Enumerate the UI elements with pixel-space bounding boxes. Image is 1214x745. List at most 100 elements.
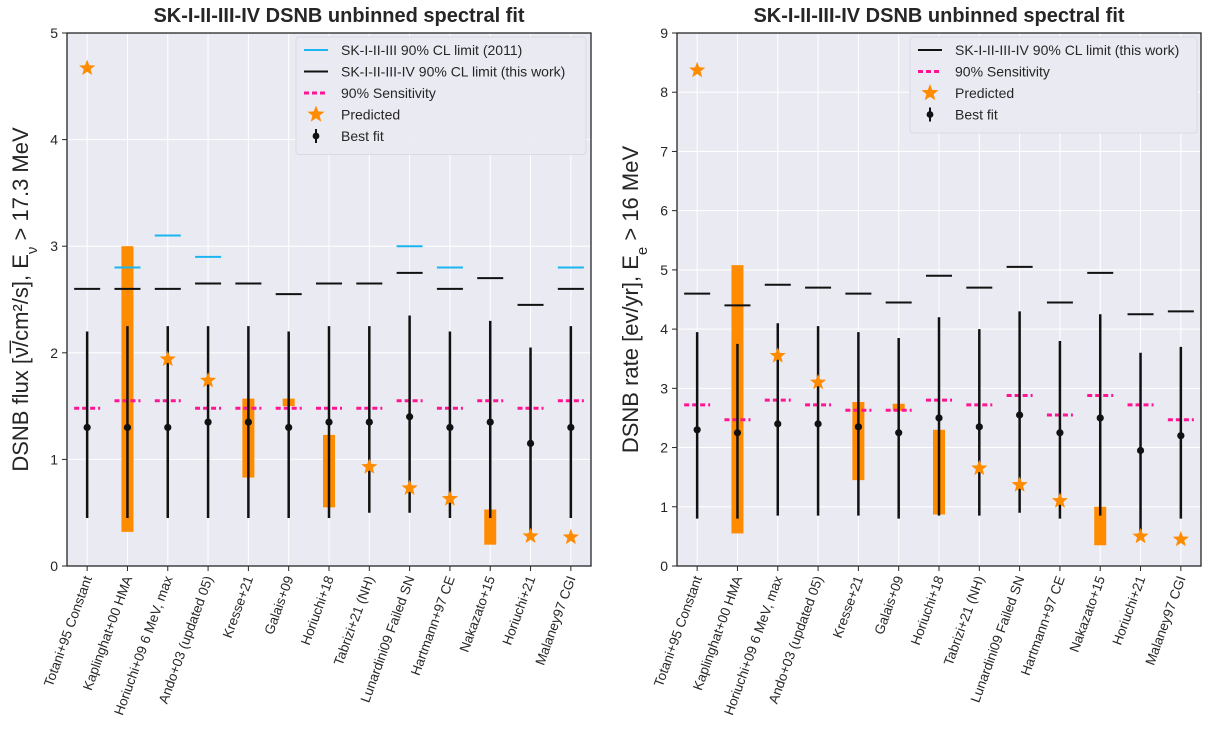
y-tick-label: 0 bbox=[50, 558, 58, 574]
best-fit-point bbox=[774, 420, 782, 428]
best-fit-point bbox=[164, 423, 172, 432]
y-axis-label: DSNB flux [ν̅/cm²/s], Eν > 17.3 MeV bbox=[8, 127, 41, 472]
predicted-star bbox=[361, 458, 378, 474]
x-tick-label: Horiuchi+18 bbox=[908, 574, 947, 647]
y-axis-label-subscript: e bbox=[634, 247, 651, 255]
y-axis-label-tail: > 16 MeV bbox=[618, 146, 643, 247]
y-tick-label: 8 bbox=[660, 84, 668, 100]
legend-label: Best fit bbox=[955, 107, 998, 123]
legend-label: Best fit bbox=[341, 128, 384, 144]
best-fit-point bbox=[83, 423, 91, 432]
predicted-star bbox=[562, 528, 579, 545]
predicted-star bbox=[1051, 492, 1069, 508]
best-fit-point bbox=[486, 418, 494, 426]
predicted-star bbox=[522, 527, 539, 544]
predicted-star bbox=[199, 372, 217, 388]
best-fit-point bbox=[244, 418, 252, 426]
y-tick-label: 6 bbox=[660, 203, 668, 219]
x-tick-label: Malaney97 CGI bbox=[532, 574, 578, 667]
predicted-band bbox=[1094, 506, 1107, 546]
y-tick-label: 2 bbox=[660, 440, 668, 456]
y-tick-label: 2 bbox=[50, 345, 58, 361]
best-fit-point bbox=[526, 439, 535, 448]
legend-label: SK-I-II-III 90% CL limit (2011) bbox=[341, 42, 522, 58]
legend-label: Predicted bbox=[341, 107, 400, 123]
x-tick-label: Kresse+21 bbox=[220, 574, 256, 640]
best-fit-point bbox=[935, 414, 943, 422]
predicted-star bbox=[79, 59, 96, 76]
best-fit-point bbox=[204, 418, 212, 426]
y-axis-label-main: DSNB flux [ν̅/cm²/s], E bbox=[8, 254, 33, 472]
best-fit-point bbox=[123, 423, 132, 432]
y-tick-label: 5 bbox=[660, 262, 668, 278]
predicted-star bbox=[1172, 530, 1189, 547]
predicted-star bbox=[809, 373, 827, 390]
y-tick-label: 4 bbox=[50, 132, 58, 148]
legend-handle-predicted bbox=[921, 84, 939, 101]
y-tick-label: 4 bbox=[660, 321, 668, 337]
predicted-star bbox=[1132, 527, 1149, 544]
y-axis-label-subscript: ν bbox=[24, 247, 41, 255]
predicted-band bbox=[484, 509, 497, 545]
best-fit-point bbox=[1016, 411, 1024, 419]
y-tick-label: 9 bbox=[660, 25, 668, 41]
best-fit-point bbox=[325, 418, 333, 426]
x-tick-label: Malaney97 CGI bbox=[1142, 574, 1188, 667]
predicted-star bbox=[401, 479, 418, 496]
predicted-star bbox=[689, 61, 706, 78]
best-fit-point bbox=[693, 426, 701, 434]
best-fit-point bbox=[406, 413, 414, 421]
chart-title: SK-I-II-III-IV DSNB unbinned spectral fi… bbox=[153, 5, 524, 27]
x-tick-label: Galais+09 bbox=[871, 574, 906, 637]
best-fit-point bbox=[814, 420, 822, 428]
x-tick-label: Horiuchi+21 bbox=[1109, 574, 1148, 647]
legend-label: SK-I-II-III-IV 90% CL limit (this work) bbox=[341, 64, 565, 80]
predicted-star bbox=[159, 350, 176, 367]
best-fit-point bbox=[567, 423, 575, 432]
legend-box bbox=[295, 36, 587, 155]
x-tick-label: Hartmann+97 CE bbox=[1018, 574, 1068, 678]
legend-handle-best-fit-point bbox=[312, 132, 320, 140]
best-fit-point bbox=[895, 429, 903, 437]
x-tick-label: Nakazato+15 bbox=[457, 574, 498, 654]
x-tick-label: Hartmann+97 CE bbox=[408, 574, 458, 678]
y-tick-label: 0 bbox=[660, 558, 668, 574]
legend-handle-best-fit-point bbox=[926, 111, 934, 118]
y-axis-label-main: DSNB rate [ev/yr], E bbox=[618, 255, 643, 453]
predicted-star bbox=[441, 490, 459, 506]
best-fit-point bbox=[854, 423, 862, 431]
y-axis-label-tail: > 17.3 MeV bbox=[8, 127, 33, 247]
legend-box bbox=[909, 36, 1198, 134]
legend-label: 90% Sensitivity bbox=[955, 64, 1050, 80]
x-tick-label: Nakazato+15 bbox=[1067, 574, 1108, 654]
marks bbox=[684, 61, 1194, 547]
y-tick-label: 1 bbox=[660, 499, 668, 515]
predicted-star bbox=[1011, 476, 1028, 492]
y-tick-label: 5 bbox=[50, 25, 58, 41]
best-fit-point bbox=[365, 418, 373, 426]
y-tick-label: 7 bbox=[660, 143, 668, 159]
best-fit-point bbox=[1177, 432, 1185, 440]
x-tick-label: Galais+09 bbox=[261, 574, 296, 637]
x-tick-label: Tabrizi+21 (NH) bbox=[941, 574, 987, 668]
x-tick-label: Kresse+21 bbox=[830, 574, 866, 640]
legend-label: Predicted bbox=[955, 85, 1014, 101]
x-tick-label: Horiuchi+21 bbox=[499, 574, 538, 647]
legend-handle-predicted bbox=[307, 105, 325, 122]
best-fit-point bbox=[285, 423, 293, 432]
y-tick-label: 3 bbox=[660, 380, 668, 396]
y-tick-label: 3 bbox=[50, 238, 58, 254]
best-fit-point bbox=[1056, 429, 1064, 437]
best-fit-point bbox=[1136, 446, 1145, 455]
x-tick-label: Tabrizi+21 (NH) bbox=[331, 574, 377, 668]
chart-title: SK-I-II-III-IV DSNB unbinned spectral fi… bbox=[753, 5, 1124, 27]
legend-label: SK-I-II-III-IV 90% CL limit (this work) bbox=[955, 42, 1179, 58]
marks bbox=[74, 59, 584, 545]
legend-label: 90% Sensitivity bbox=[341, 85, 436, 101]
best-fit-point bbox=[1096, 414, 1104, 422]
x-tick-label: Horiuchi+18 bbox=[298, 574, 337, 647]
